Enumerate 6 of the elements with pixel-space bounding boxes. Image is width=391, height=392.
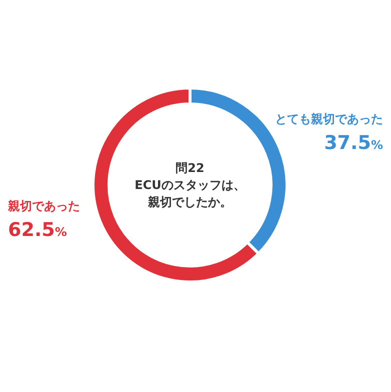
text: 問22: [176, 161, 204, 175]
slice-label: とても親切であった: [275, 112, 383, 126]
slice-label: 親切であった: [7, 199, 80, 213]
text: ECUのスタッフは、親切でしたか。: [134, 178, 246, 209]
data-label: 62.5%: [8, 219, 67, 241]
data-label: 37.5%: [324, 132, 383, 154]
